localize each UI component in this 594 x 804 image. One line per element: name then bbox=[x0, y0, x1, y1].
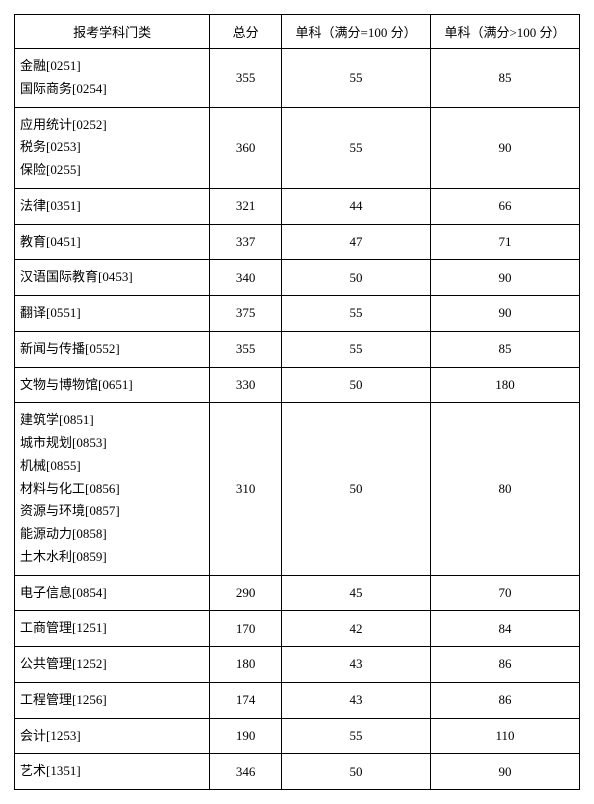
cell-category: 建筑学[0851]城市规划[0853]机械[0855]材料与化工[0856]资源… bbox=[15, 403, 210, 575]
cell-category: 艺术[1351] bbox=[15, 754, 210, 790]
cell-sub100: 55 bbox=[282, 296, 431, 332]
cell-total: 174 bbox=[210, 682, 282, 718]
cell-total: 321 bbox=[210, 188, 282, 224]
cell-total: 330 bbox=[210, 367, 282, 403]
cell-category: 汉语国际教育[0453] bbox=[15, 260, 210, 296]
cell-sub100: 55 bbox=[282, 718, 431, 754]
cell-sub100: 55 bbox=[282, 331, 431, 367]
cell-total: 375 bbox=[210, 296, 282, 332]
cell-sub100: 44 bbox=[282, 188, 431, 224]
cell-subover100: 71 bbox=[431, 224, 580, 260]
table-row: 工程管理[1256]1744386 bbox=[15, 682, 580, 718]
table-row: 法律[0351]3214466 bbox=[15, 188, 580, 224]
col-header-subover100: 单科（满分>100 分） bbox=[431, 15, 580, 49]
cell-sub100: 50 bbox=[282, 367, 431, 403]
cell-subover100: 90 bbox=[431, 260, 580, 296]
cell-subover100: 90 bbox=[431, 107, 580, 188]
cell-total: 337 bbox=[210, 224, 282, 260]
cell-total: 360 bbox=[210, 107, 282, 188]
cell-total: 310 bbox=[210, 403, 282, 575]
cell-category: 会计[1253] bbox=[15, 718, 210, 754]
cell-sub100: 50 bbox=[282, 260, 431, 296]
cell-sub100: 42 bbox=[282, 611, 431, 647]
cell-subover100: 85 bbox=[431, 331, 580, 367]
table-row: 翻译[0551]3755590 bbox=[15, 296, 580, 332]
cell-sub100: 50 bbox=[282, 403, 431, 575]
cell-sub100: 43 bbox=[282, 682, 431, 718]
cell-category: 工商管理[1251] bbox=[15, 611, 210, 647]
table-row: 公共管理[1252]1804386 bbox=[15, 647, 580, 683]
table-row: 应用统计[0252]税务[0253]保险[0255]3605590 bbox=[15, 107, 580, 188]
table-row: 工商管理[1251]1704284 bbox=[15, 611, 580, 647]
cell-total: 290 bbox=[210, 575, 282, 611]
cell-subover100: 86 bbox=[431, 647, 580, 683]
cell-subover100: 180 bbox=[431, 367, 580, 403]
cell-category: 电子信息[0854] bbox=[15, 575, 210, 611]
cell-category: 文物与博物馆[0651] bbox=[15, 367, 210, 403]
cell-subover100: 110 bbox=[431, 718, 580, 754]
cell-total: 340 bbox=[210, 260, 282, 296]
cell-subover100: 66 bbox=[431, 188, 580, 224]
cell-sub100: 45 bbox=[282, 575, 431, 611]
table-row: 艺术[1351]3465090 bbox=[15, 754, 580, 790]
table-row: 教育[0451]3374771 bbox=[15, 224, 580, 260]
table-row: 汉语国际教育[0453]3405090 bbox=[15, 260, 580, 296]
cell-total: 180 bbox=[210, 647, 282, 683]
cell-total: 170 bbox=[210, 611, 282, 647]
cell-subover100: 86 bbox=[431, 682, 580, 718]
cell-category: 金融[0251]国际商务[0254] bbox=[15, 49, 210, 108]
cell-subover100: 84 bbox=[431, 611, 580, 647]
cell-subover100: 80 bbox=[431, 403, 580, 575]
cell-total: 355 bbox=[210, 331, 282, 367]
cell-category: 公共管理[1252] bbox=[15, 647, 210, 683]
cell-category: 应用统计[0252]税务[0253]保险[0255] bbox=[15, 107, 210, 188]
table-row: 新闻与传播[0552]3555585 bbox=[15, 331, 580, 367]
table-row: 建筑学[0851]城市规划[0853]机械[0855]材料与化工[0856]资源… bbox=[15, 403, 580, 575]
table-row: 会计[1253]19055110 bbox=[15, 718, 580, 754]
col-header-sub100: 单科（满分=100 分） bbox=[282, 15, 431, 49]
cell-total: 346 bbox=[210, 754, 282, 790]
cell-subover100: 70 bbox=[431, 575, 580, 611]
cell-category: 工程管理[1256] bbox=[15, 682, 210, 718]
cell-sub100: 55 bbox=[282, 49, 431, 108]
cell-category: 新闻与传播[0552] bbox=[15, 331, 210, 367]
table-row: 电子信息[0854]2904570 bbox=[15, 575, 580, 611]
cell-sub100: 47 bbox=[282, 224, 431, 260]
scores-table: 报考学科门类 总分 单科（满分=100 分） 单科（满分>100 分） 金融[0… bbox=[14, 14, 580, 790]
cell-subover100: 85 bbox=[431, 49, 580, 108]
table-row: 金融[0251]国际商务[0254]3555585 bbox=[15, 49, 580, 108]
cell-subover100: 90 bbox=[431, 754, 580, 790]
cell-sub100: 50 bbox=[282, 754, 431, 790]
cell-sub100: 43 bbox=[282, 647, 431, 683]
cell-category: 教育[0451] bbox=[15, 224, 210, 260]
col-header-total: 总分 bbox=[210, 15, 282, 49]
table-row: 文物与博物馆[0651]33050180 bbox=[15, 367, 580, 403]
cell-sub100: 55 bbox=[282, 107, 431, 188]
col-header-category: 报考学科门类 bbox=[15, 15, 210, 49]
table-header-row: 报考学科门类 总分 单科（满分=100 分） 单科（满分>100 分） bbox=[15, 15, 580, 49]
cell-subover100: 90 bbox=[431, 296, 580, 332]
cell-total: 190 bbox=[210, 718, 282, 754]
cell-category: 翻译[0551] bbox=[15, 296, 210, 332]
cell-total: 355 bbox=[210, 49, 282, 108]
cell-category: 法律[0351] bbox=[15, 188, 210, 224]
